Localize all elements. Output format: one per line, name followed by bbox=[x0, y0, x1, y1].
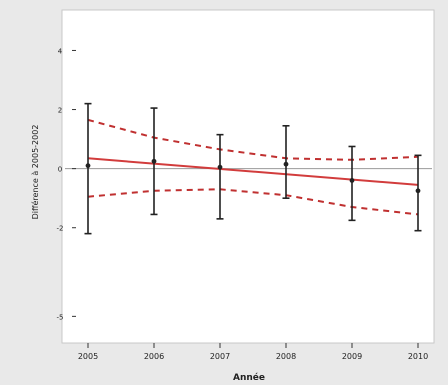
fit-line bbox=[87, 157, 419, 186]
x-tick-label-2007: 2007 bbox=[210, 352, 230, 361]
x-tick-label-2010: 2010 bbox=[408, 352, 428, 361]
x-tick-label-2008: 2008 bbox=[276, 352, 296, 361]
data-point-2006 bbox=[151, 158, 157, 164]
data-point-2010 bbox=[415, 188, 421, 194]
data-point-2008 bbox=[283, 161, 289, 167]
ci-upper-line bbox=[87, 118, 419, 161]
data-point-2005 bbox=[85, 163, 91, 169]
y-tick-label-4: 4 bbox=[58, 47, 63, 55]
data-point-2007 bbox=[217, 164, 223, 170]
y-tick-label-3: 2 bbox=[58, 107, 62, 115]
y-tick-label-2: 0 bbox=[58, 166, 62, 174]
x-tick-label-2005: 2005 bbox=[78, 352, 98, 361]
x-tick-label-2009: 2009 bbox=[342, 352, 362, 361]
plot-panel bbox=[61, 9, 435, 344]
x-axis-label: Année bbox=[233, 372, 265, 383]
x-tick-label-2006: 2006 bbox=[144, 352, 164, 361]
y-axis-label: Différence à 2005-2002 bbox=[30, 125, 40, 220]
data-point-2009 bbox=[349, 178, 355, 183]
y-tick-label-0: -5 bbox=[57, 313, 64, 321]
y-tick-label-1: -2 bbox=[57, 225, 64, 233]
ci-lower-line bbox=[87, 188, 419, 216]
